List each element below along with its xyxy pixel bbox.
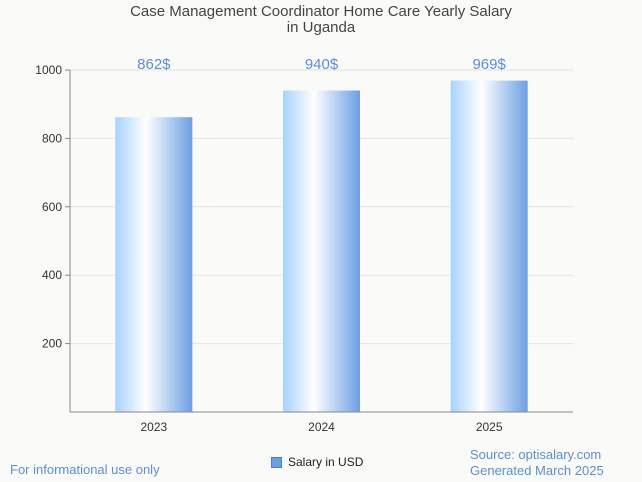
generated-date: Generated March 2025 <box>470 463 604 478</box>
bars <box>115 80 528 413</box>
chart-title-line-2: in Uganda <box>286 19 356 36</box>
disclaimer-text: For informational use only <box>10 462 160 477</box>
y-tick-label: 400 <box>42 268 62 282</box>
y-tick-label: 800 <box>42 131 62 145</box>
x-tick-label: 2024 <box>308 420 335 434</box>
legend-swatch <box>271 456 282 468</box>
y-tick-label: 1000 <box>35 63 62 77</box>
legend: Salary in USD <box>271 454 363 470</box>
data-label: 969$ <box>472 56 506 73</box>
axes <box>65 69 573 413</box>
legend-label: Salary in USD <box>288 455 364 469</box>
labels: 200 400 600 800 1000 862$ 2023 940$ 2024 969$ 2025 <box>35 56 506 434</box>
chart-title: Case Management Coordinator Home Care Ye… <box>0 4 642 36</box>
bar-2024 <box>283 90 360 413</box>
x-tick-label: 2025 <box>476 420 503 434</box>
bar-2023 <box>115 117 193 413</box>
x-tick-label: 2023 <box>140 420 167 434</box>
bar-2025 <box>450 80 528 413</box>
y-tick-label: 200 <box>42 337 62 351</box>
chart-title-line-1: Case Management Coordinator Home Care Ye… <box>130 3 512 20</box>
y-tick-label: 600 <box>42 200 62 214</box>
footer-source-block: Source: optisalary.com Generated March 2… <box>470 447 604 479</box>
data-label: 862$ <box>137 56 171 73</box>
data-label: 940$ <box>305 56 339 73</box>
source-text: Source: optisalary.com <box>470 447 602 462</box>
